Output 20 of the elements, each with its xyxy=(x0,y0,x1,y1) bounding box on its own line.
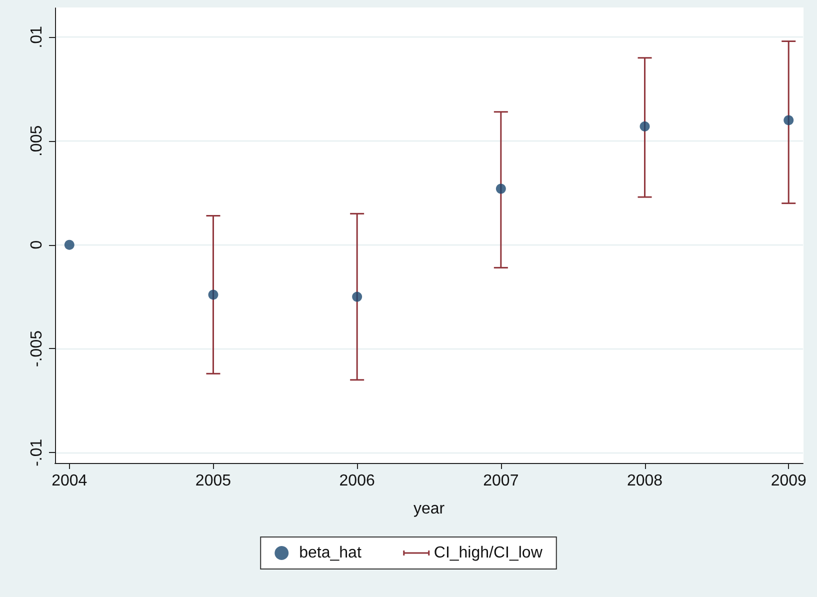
point xyxy=(496,184,506,194)
x-tick-label: 2008 xyxy=(626,472,663,490)
y-tick-label: .01 xyxy=(28,26,46,48)
point xyxy=(208,290,218,300)
x-tick-label: 2004 xyxy=(52,472,88,490)
point xyxy=(352,292,362,302)
x-tick-label: 2005 xyxy=(195,472,232,490)
legend-label: beta_hat xyxy=(299,544,362,562)
point xyxy=(784,115,794,126)
y-tick-label: .005 xyxy=(28,125,46,157)
point xyxy=(640,121,650,132)
point xyxy=(64,240,74,250)
x-tick-label: 2006 xyxy=(339,472,375,490)
x-axis-title: year xyxy=(413,500,446,518)
x-tick-label: 2007 xyxy=(483,472,519,490)
y-tick-label: 0 xyxy=(28,240,46,250)
y-tick-label: -.01 xyxy=(28,438,46,466)
text: CI_high/CI_low xyxy=(434,544,543,562)
y-tick-label: -.005 xyxy=(28,330,46,367)
x-tick-label: 2009 xyxy=(770,472,807,490)
